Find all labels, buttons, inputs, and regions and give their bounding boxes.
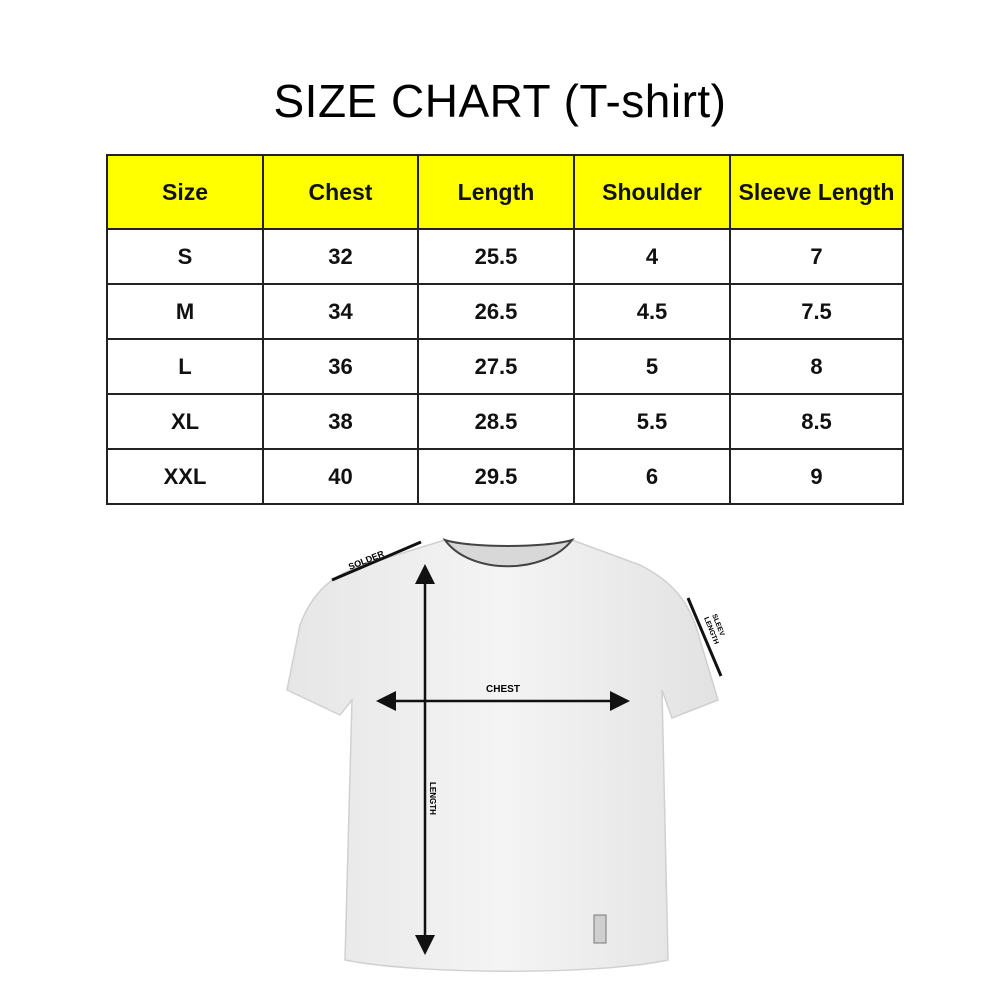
table-cell: 36 [262, 338, 419, 395]
table-header-row: Size Chest Length Shoulder Sleeve Length [106, 154, 904, 230]
table-cell: 27.5 [417, 338, 575, 395]
tshirt-body [286, 539, 719, 972]
table-row: XXL 40 29.5 6 9 [106, 448, 904, 505]
table-cell: 8.5 [729, 393, 904, 450]
table-cell: 4 [573, 228, 731, 285]
table-cell: L [106, 338, 264, 395]
table-cell: XXL [106, 448, 264, 505]
header-length: Length [417, 154, 575, 230]
table-row: L 36 27.5 5 8 [106, 338, 904, 395]
shoulder-measure-line [331, 540, 422, 582]
table-cell: 8 [729, 338, 904, 395]
table-cell: 32 [262, 228, 419, 285]
table-cell: 26.5 [417, 283, 575, 340]
table-row: M 34 26.5 4.5 7.5 [106, 283, 904, 340]
table-row: XL 38 28.5 5.5 8.5 [106, 393, 904, 450]
header-shoulder: Shoulder [573, 154, 731, 230]
table-cell: 7.5 [729, 283, 904, 340]
chest-label: CHEST [486, 684, 520, 695]
table-cell: 29.5 [417, 448, 575, 505]
sleeve-measure-line [686, 597, 723, 677]
table-cell: 28.5 [417, 393, 575, 450]
table-cell: 4.5 [573, 283, 731, 340]
length-label: LENGTH [428, 782, 437, 815]
table-cell: 34 [262, 283, 419, 340]
tshirt-label-tag [593, 914, 607, 944]
table-cell: 38 [262, 393, 419, 450]
table-row: S 32 25.5 4 7 [106, 228, 904, 285]
table-cell: 6 [573, 448, 731, 505]
table-cell: 7 [729, 228, 904, 285]
header-sleeve-length: Sleeve Length [729, 154, 904, 230]
table-cell: 25.5 [417, 228, 575, 285]
table-cell: 9 [729, 448, 904, 505]
tshirt-diagram: SOLDER SLEEV LENGTH CHEST LENGTH [286, 538, 725, 972]
tshirt-collar [442, 538, 575, 568]
header-chest: Chest [262, 154, 419, 230]
header-size: Size [106, 154, 264, 230]
size-chart-table: Size Chest Length Shoulder Sleeve Length… [106, 154, 904, 505]
table-cell: M [106, 283, 264, 340]
table-cell: 5.5 [573, 393, 731, 450]
page-title: SIZE CHART (T-shirt) [273, 75, 727, 127]
table-cell: S [106, 228, 264, 285]
table-cell: 40 [262, 448, 419, 505]
table-cell: 5 [573, 338, 731, 395]
table-cell: XL [106, 393, 264, 450]
